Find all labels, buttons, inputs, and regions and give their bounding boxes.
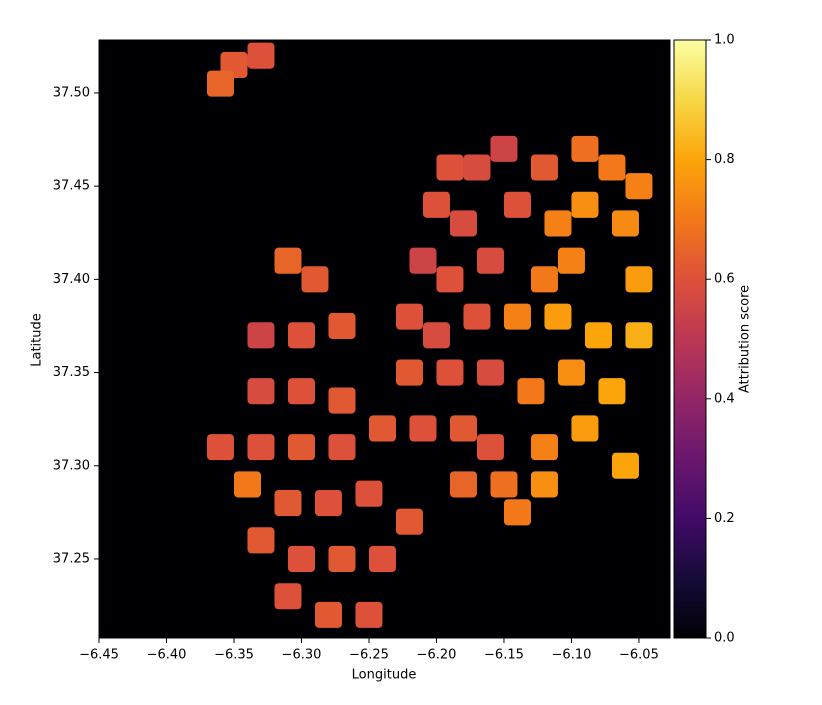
raster-cell <box>503 191 531 218</box>
raster-cell <box>449 210 477 237</box>
raster-cell <box>463 154 491 181</box>
raster-cell <box>598 154 626 181</box>
raster-cell <box>287 545 315 573</box>
plot-frame <box>98 39 671 639</box>
x-axis-label: Longitude <box>352 668 417 683</box>
y-axis-label: Latitude <box>30 313 45 367</box>
y-tick-label: 37.25 <box>53 551 90 566</box>
x-tick-label: −6.05 <box>619 648 659 663</box>
raster-cell <box>422 191 450 218</box>
y-tick-label: 37.50 <box>53 85 90 100</box>
raster-cell <box>611 210 639 237</box>
raster-cell <box>206 434 234 461</box>
raster-cell <box>436 266 464 293</box>
raster-cell <box>517 378 545 405</box>
raster-cell <box>557 359 585 386</box>
raster-cell <box>368 545 396 573</box>
raster-cell <box>530 154 558 181</box>
colorbar-tick-label: 0.2 <box>714 511 735 526</box>
x-tick-label: −6.25 <box>349 648 389 663</box>
raster-cell <box>571 415 599 442</box>
colorbar-tick-label: 0.6 <box>714 272 735 287</box>
raster-cell <box>247 527 275 554</box>
raster-cell <box>368 415 396 442</box>
colorbar-tick-label: 1.0 <box>714 33 735 48</box>
x-tick-label: −6.10 <box>552 648 592 663</box>
y-tick-label: 37.35 <box>53 365 90 380</box>
raster-cell <box>301 266 329 293</box>
raster-cell <box>503 499 531 526</box>
raster-cell <box>328 387 356 414</box>
raster-cell <box>395 303 423 330</box>
raster-cell <box>490 135 518 162</box>
raster-cell <box>625 173 653 200</box>
raster-cell <box>355 601 383 628</box>
raster-cell <box>314 601 342 628</box>
raster-cell <box>611 452 639 479</box>
raster-cell <box>422 322 450 349</box>
raster-cell <box>598 378 626 405</box>
raster-cell <box>314 489 342 517</box>
raster-cell <box>530 434 558 461</box>
colorbar <box>673 39 707 639</box>
y-tick-label: 37.40 <box>53 272 90 287</box>
raster-cell <box>247 322 275 349</box>
raster-cell <box>328 434 356 461</box>
raster-cell <box>490 471 518 498</box>
x-tick-label: −6.45 <box>79 648 119 663</box>
raster-cell <box>395 359 423 386</box>
raster-cell <box>274 583 302 610</box>
raster-cell <box>463 303 491 330</box>
colorbar-tick-label: 0.4 <box>714 391 735 406</box>
raster-cell <box>625 266 653 293</box>
raster-cell <box>571 135 599 162</box>
raster-cell <box>247 434 275 461</box>
raster-cell <box>544 210 572 237</box>
raster-cell <box>233 471 261 498</box>
raster-cell <box>584 322 612 349</box>
raster-cell <box>503 303 531 330</box>
raster-cell <box>287 378 315 405</box>
raster-cell <box>544 303 572 330</box>
raster-cell <box>247 378 275 405</box>
raster-cell <box>287 322 315 349</box>
raster-cell <box>355 480 383 507</box>
raster-cell <box>274 247 302 274</box>
raster-cell <box>206 70 234 97</box>
x-tick-label: −6.40 <box>147 648 187 663</box>
raster-cell <box>530 471 558 498</box>
raster-cell <box>247 42 275 69</box>
raster-cell <box>476 359 504 386</box>
colorbar-tick-label: 0.0 <box>714 631 735 646</box>
raster-cell <box>274 489 302 517</box>
raster-cell <box>328 545 356 573</box>
y-tick-label: 37.30 <box>53 458 90 473</box>
raster-cell <box>409 247 437 274</box>
colorbar-tick-label: 0.8 <box>714 152 735 167</box>
raster-cell <box>395 508 423 535</box>
raster-cell <box>449 415 477 442</box>
colorbar-label: Attribution score <box>738 285 753 393</box>
raster-cell <box>436 359 464 386</box>
x-tick-label: −6.35 <box>214 648 254 663</box>
raster-cell <box>436 154 464 181</box>
raster-cell <box>449 471 477 498</box>
raster-cell <box>476 247 504 274</box>
raster-cell <box>625 322 653 349</box>
raster-cell <box>571 191 599 218</box>
y-tick-label: 37.45 <box>53 179 90 194</box>
raster-cell <box>476 434 504 461</box>
raster-cell <box>287 434 315 461</box>
raster-cell <box>530 266 558 293</box>
x-tick-label: −6.20 <box>417 648 457 663</box>
raster-cell <box>328 312 356 339</box>
x-tick-label: −6.15 <box>484 648 524 663</box>
raster <box>206 42 653 628</box>
raster-cell <box>409 415 437 442</box>
raster-cell <box>557 247 585 274</box>
x-tick-label: −6.30 <box>282 648 322 663</box>
